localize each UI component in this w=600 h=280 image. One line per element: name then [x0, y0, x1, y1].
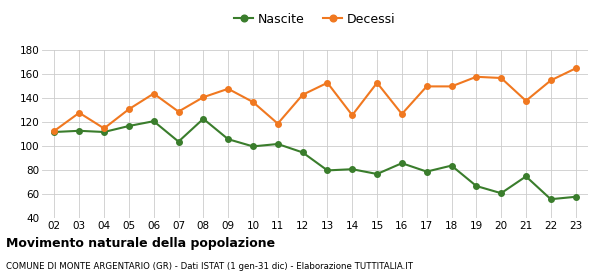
- Legend: Nascite, Decessi: Nascite, Decessi: [229, 8, 401, 31]
- Text: COMUNE DI MONTE ARGENTARIO (GR) - Dati ISTAT (1 gen-31 dic) - Elaborazione TUTTI: COMUNE DI MONTE ARGENTARIO (GR) - Dati I…: [6, 262, 413, 271]
- Text: Movimento naturale della popolazione: Movimento naturale della popolazione: [6, 237, 275, 249]
